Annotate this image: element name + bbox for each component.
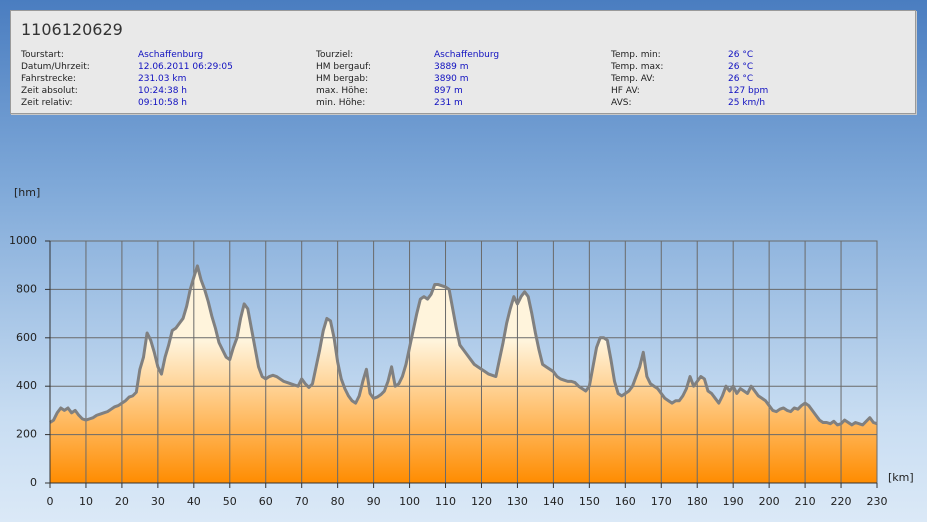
info-label: Zeit absolut: xyxy=(21,86,78,96)
info-value: 12.06.2011 06:29:05 xyxy=(138,62,233,72)
tour-title: 1106120629 xyxy=(21,20,123,39)
x-tick-label: 170 xyxy=(651,495,672,508)
elevation-line xyxy=(49,264,878,427)
info-value: 3890 m xyxy=(434,74,469,84)
x-axis-label: [km] xyxy=(888,471,914,484)
info-label: AVS: xyxy=(611,98,632,108)
info-value: Aschaffenburg xyxy=(138,50,204,60)
info-label: Tourstart: xyxy=(21,50,64,60)
info-value: 897 m xyxy=(434,86,463,96)
info-label: Temp. AV: xyxy=(611,74,655,84)
x-tick-label: 90 xyxy=(367,495,381,508)
x-tick-label: 100 xyxy=(399,495,420,508)
info-value: 26 °C xyxy=(728,74,754,84)
y-tick-label: 0 xyxy=(30,476,37,489)
y-tick-label: 400 xyxy=(16,379,37,392)
x-tick-label: 180 xyxy=(687,495,708,508)
info-value: 231.03 km xyxy=(138,74,187,84)
info-label: Zeit relativ: xyxy=(21,98,73,108)
info-panel: 1106120629 Tourstart: Aschaffenburg Datum/… xyxy=(10,10,916,114)
info-value: Aschaffenburg xyxy=(434,50,500,60)
x-tick-label: 220 xyxy=(831,495,852,508)
x-tick-label: 60 xyxy=(259,495,273,508)
info-label: Fahrstrecke: xyxy=(21,74,76,84)
x-tick-label: 230 xyxy=(867,495,888,508)
x-tick-label: 200 xyxy=(759,495,780,508)
info-value: 3889 m xyxy=(434,62,469,72)
info-value: 26 °C xyxy=(728,62,754,72)
info-label: Datum/Uhrzeit: xyxy=(21,62,90,72)
x-tick-label: 50 xyxy=(223,495,237,508)
info-label: Temp. min: xyxy=(611,50,661,60)
x-tick-label: 210 xyxy=(795,495,816,508)
x-tick-label: 80 xyxy=(331,495,345,508)
info-value: 231 m xyxy=(434,98,463,108)
x-tick-label: 40 xyxy=(187,495,201,508)
x-tick-label: 130 xyxy=(507,495,528,508)
info-value: 10:24:38 h xyxy=(138,86,187,96)
y-tick-label: 1000 xyxy=(9,234,37,247)
info-label: HF AV: xyxy=(611,86,640,96)
y-tick-label: 800 xyxy=(16,282,37,295)
info-label: HM bergauf: xyxy=(316,62,371,72)
info-value: 26 °C xyxy=(728,50,754,60)
info-value: 09:10:58 h xyxy=(138,98,187,108)
x-tick-label: 190 xyxy=(723,495,744,508)
x-tick-label: 0 xyxy=(47,495,54,508)
x-tick-label: 140 xyxy=(543,495,564,508)
x-tick-label: 10 xyxy=(79,495,93,508)
y-axis-label: [hm] xyxy=(14,186,40,199)
info-value: 25 km/h xyxy=(728,98,766,108)
x-tick-label: 150 xyxy=(579,495,600,508)
info-label: Tourziel: xyxy=(316,50,354,60)
info-label: Temp. max: xyxy=(611,62,664,72)
info-value: 127 bpm xyxy=(728,86,769,96)
x-tick-label: 120 xyxy=(471,495,492,508)
x-tick-label: 20 xyxy=(115,495,129,508)
y-tick-label: 200 xyxy=(16,428,37,441)
x-tick-label: 160 xyxy=(615,495,636,508)
info-label: HM bergab: xyxy=(316,74,369,84)
x-tick-label: 110 xyxy=(435,495,456,508)
info-label: max. Höhe: xyxy=(316,86,368,96)
x-tick-label: 70 xyxy=(295,495,309,508)
info-label: min. Höhe: xyxy=(316,98,366,108)
y-tick-label: 600 xyxy=(16,331,37,344)
x-tick-label: 30 xyxy=(151,495,165,508)
elevation-area xyxy=(50,265,877,483)
